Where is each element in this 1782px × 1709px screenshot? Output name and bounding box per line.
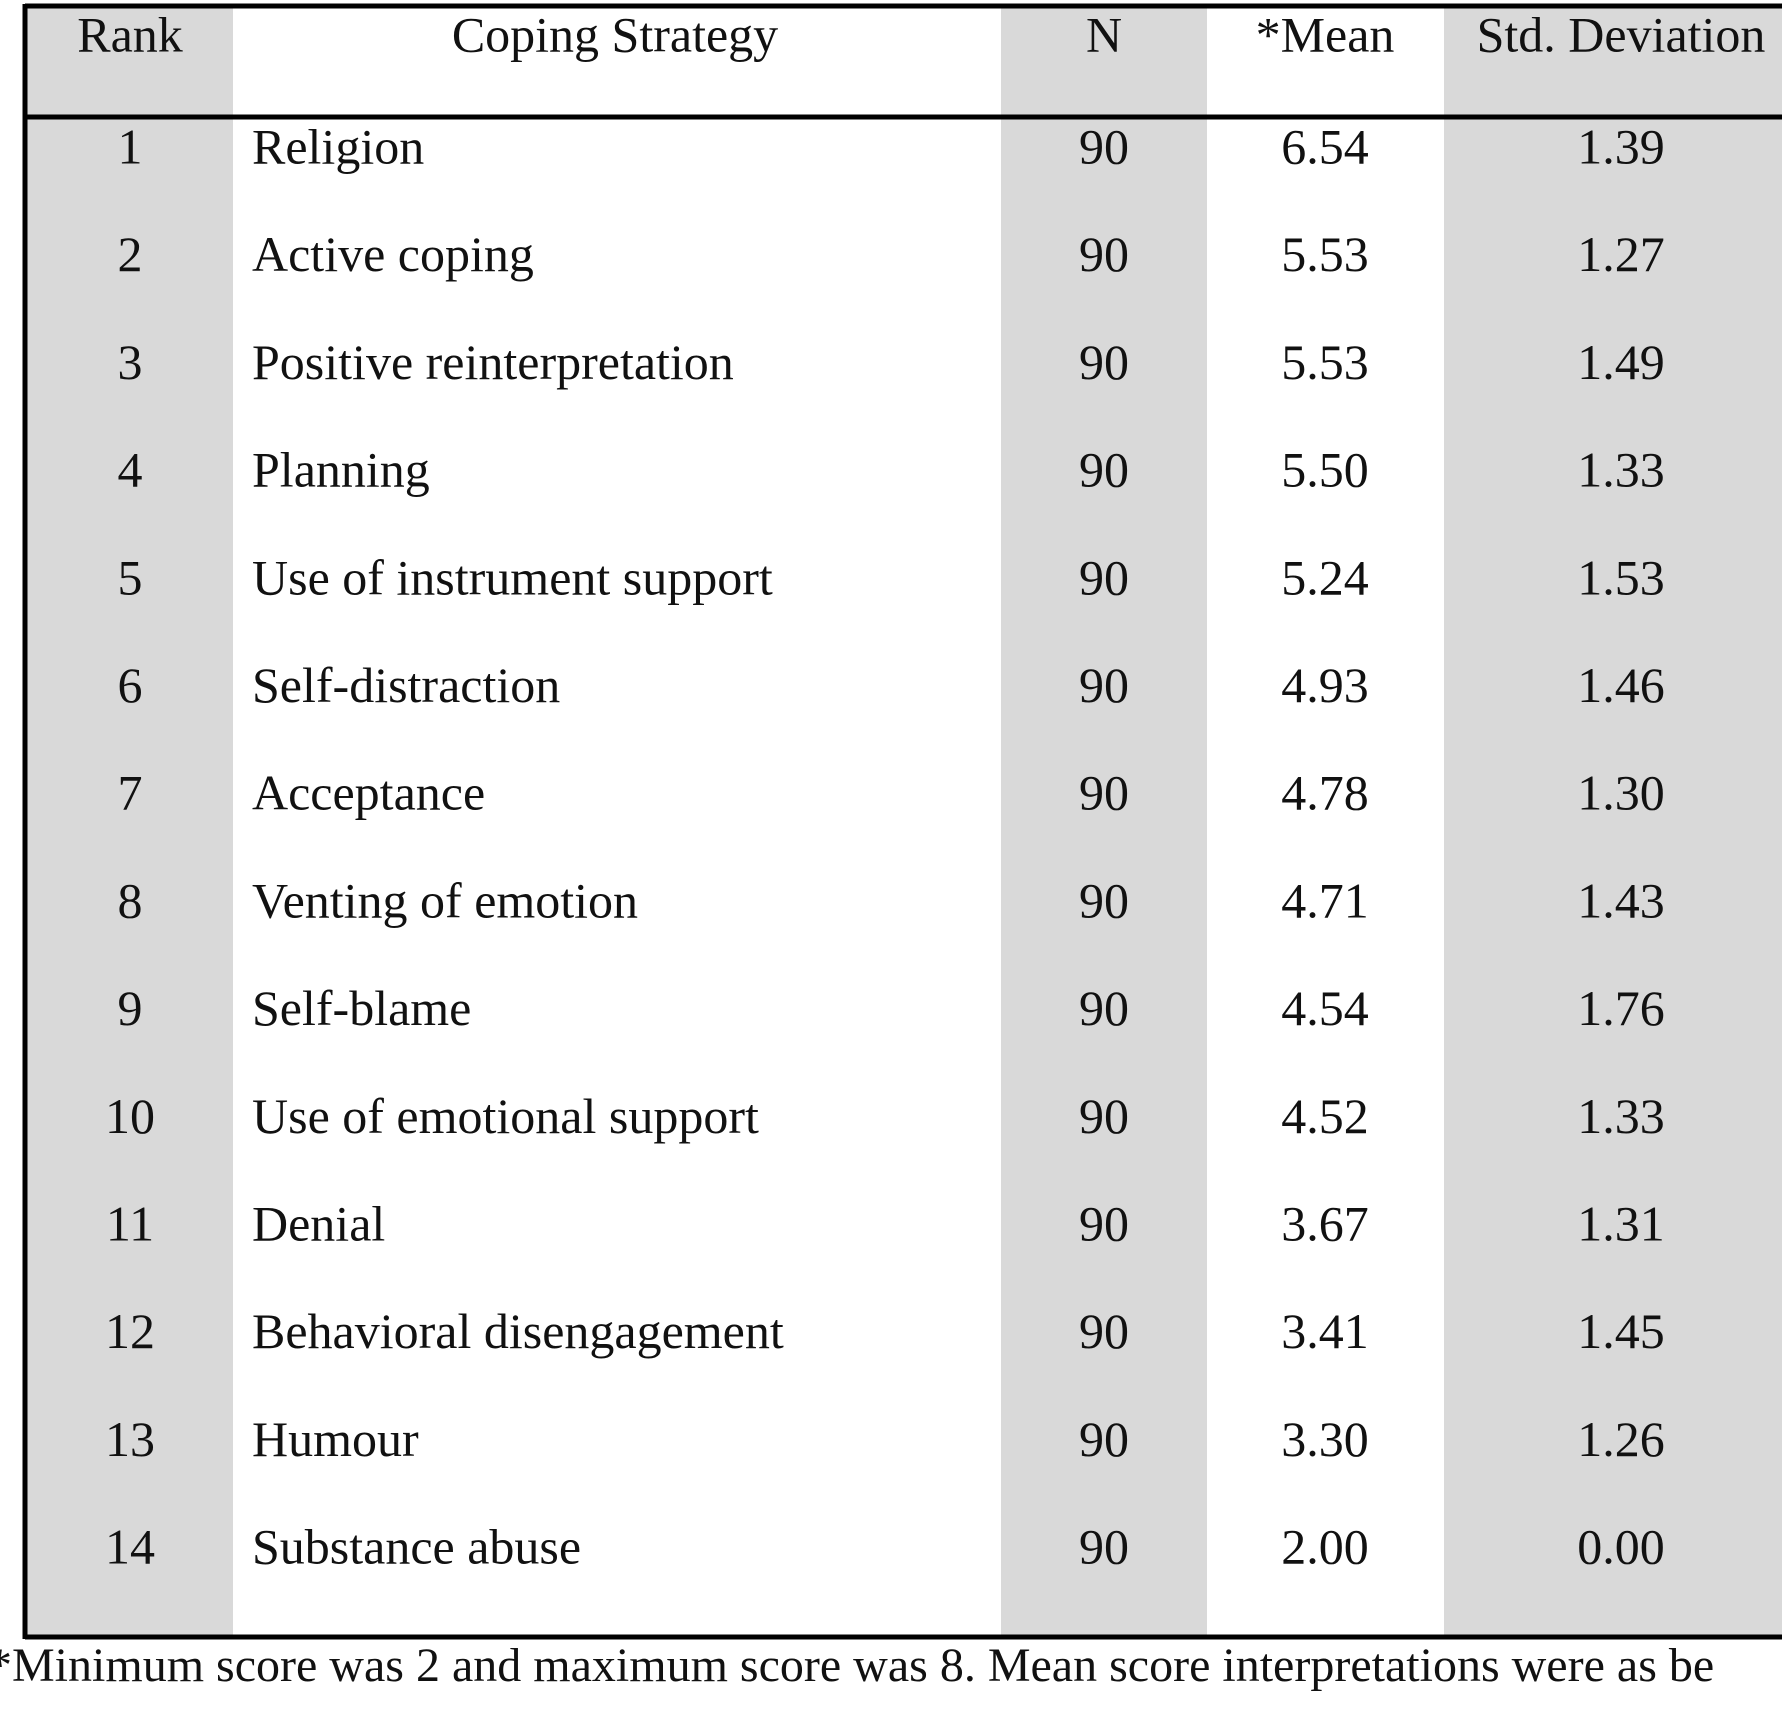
table-cell: 90 bbox=[1079, 118, 1129, 174]
table-cell: 1.30 bbox=[1577, 765, 1665, 821]
sd-column-bg bbox=[1444, 6, 1782, 1637]
table-cell: 3 bbox=[118, 334, 143, 390]
table-cell: 13 bbox=[105, 1411, 155, 1467]
table-cell: 4.93 bbox=[1281, 657, 1369, 713]
table-cell: 2 bbox=[118, 226, 143, 282]
table-cell: 14 bbox=[105, 1519, 155, 1575]
table-cell: 10 bbox=[105, 1088, 155, 1144]
table-cell: Religion bbox=[252, 118, 424, 174]
column-header: N bbox=[1086, 6, 1122, 62]
table-cell: Venting of emotion bbox=[252, 872, 638, 928]
table-cell: Self-blame bbox=[252, 980, 471, 1036]
table-cell: 5.53 bbox=[1281, 226, 1369, 282]
footnote: *Minimum score was 2 and maximum score w… bbox=[0, 1639, 1714, 1692]
table-cell: 1.31 bbox=[1577, 1195, 1665, 1251]
table-cell: 90 bbox=[1079, 226, 1129, 282]
table-cell: 1.27 bbox=[1577, 226, 1665, 282]
table-cell: 7 bbox=[118, 765, 143, 821]
table-cell: 90 bbox=[1079, 549, 1129, 605]
table-cell: 1 bbox=[118, 118, 143, 174]
table-body: Rank Coping Strategy N *Mean Std. Deviation 1… bbox=[77, 6, 1765, 1574]
table-cell: 5.24 bbox=[1281, 549, 1369, 605]
table-cell: Acceptance bbox=[252, 765, 485, 821]
table-cell: 0.00 bbox=[1577, 1519, 1665, 1575]
table-cell: 90 bbox=[1079, 1519, 1129, 1575]
table-cell: Active coping bbox=[252, 226, 534, 282]
table-cell: Behavioral disengagement bbox=[252, 1303, 784, 1359]
column-header: *Mean bbox=[1256, 6, 1395, 62]
table-cell: 4.54 bbox=[1281, 980, 1369, 1036]
table-cell: 4.52 bbox=[1281, 1088, 1369, 1144]
table-cell: Humour bbox=[252, 1411, 419, 1467]
table-cell: 2.00 bbox=[1281, 1519, 1369, 1575]
table-cell: Planning bbox=[252, 442, 430, 498]
table-cell: 3.30 bbox=[1281, 1411, 1369, 1467]
table-cell: 12 bbox=[105, 1303, 155, 1359]
table-cell: Positive reinterpretation bbox=[252, 334, 734, 390]
table-cell: 90 bbox=[1079, 980, 1129, 1036]
table-cell: 1.46 bbox=[1577, 657, 1665, 713]
table-cell: 3.67 bbox=[1281, 1195, 1369, 1251]
table-cell: 3.41 bbox=[1281, 1303, 1369, 1359]
table-cell: 5 bbox=[118, 549, 143, 605]
table-cell: 4.71 bbox=[1281, 872, 1369, 928]
table-cell: 1.33 bbox=[1577, 442, 1665, 498]
table-cell: 6 bbox=[118, 657, 143, 713]
table-cell: Denial bbox=[252, 1195, 385, 1251]
table-cell: 9 bbox=[118, 980, 143, 1036]
table-cell: 90 bbox=[1079, 1195, 1129, 1251]
table-cell: 90 bbox=[1079, 1303, 1129, 1359]
table-cell: 90 bbox=[1079, 765, 1129, 821]
table-cell: 90 bbox=[1079, 1088, 1129, 1144]
rank-column-bg bbox=[25, 6, 233, 1637]
table-cell: 1.76 bbox=[1577, 980, 1665, 1036]
table-cell: 6.54 bbox=[1281, 118, 1369, 174]
table-cell: Substance abuse bbox=[252, 1519, 581, 1575]
column-header: Std. Deviation bbox=[1477, 6, 1766, 62]
column-header: Coping Strategy bbox=[452, 6, 778, 62]
table-cell: 90 bbox=[1079, 1411, 1129, 1467]
table-cell: 11 bbox=[106, 1195, 154, 1251]
table-cell: 90 bbox=[1079, 442, 1129, 498]
table-cell: 1.45 bbox=[1577, 1303, 1665, 1359]
table-cell: 90 bbox=[1079, 872, 1129, 928]
table-cell: 1.49 bbox=[1577, 334, 1665, 390]
table-cell: 4.78 bbox=[1281, 765, 1369, 821]
table-cell: 1.26 bbox=[1577, 1411, 1665, 1467]
table-cell: Self-distraction bbox=[252, 657, 560, 713]
column-header: Rank bbox=[77, 6, 183, 62]
table-cell: 90 bbox=[1079, 334, 1129, 390]
table-cell: 4 bbox=[118, 442, 143, 498]
n-column-bg bbox=[1001, 6, 1207, 1637]
table-cell: 1.43 bbox=[1577, 872, 1665, 928]
table-cell: 1.39 bbox=[1577, 118, 1665, 174]
table-cell: 8 bbox=[118, 872, 143, 928]
table-cell: 5.53 bbox=[1281, 334, 1369, 390]
table-cell: Use of instrument support bbox=[252, 549, 773, 605]
table-cell: 5.50 bbox=[1281, 442, 1369, 498]
table-cell: 1.33 bbox=[1577, 1088, 1665, 1144]
table-cell: 90 bbox=[1079, 657, 1129, 713]
table-cell: 1.53 bbox=[1577, 549, 1665, 605]
table-cell: Use of emotional support bbox=[252, 1088, 759, 1144]
